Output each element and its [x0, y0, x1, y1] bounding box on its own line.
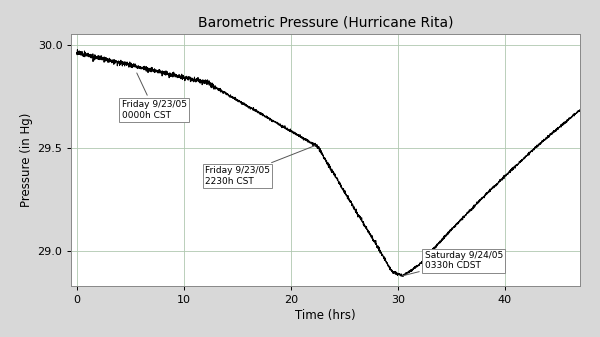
Y-axis label: Pressure (in Hg): Pressure (in Hg) [20, 113, 34, 207]
Text: Friday 9/23/05
2230h CST: Friday 9/23/05 2230h CST [205, 146, 315, 186]
Title: Barometric Pressure (Hurricane Rita): Barometric Pressure (Hurricane Rita) [198, 15, 453, 29]
Text: Friday 9/23/05
0000h CST: Friday 9/23/05 0000h CST [122, 73, 187, 120]
X-axis label: Time (hrs): Time (hrs) [295, 309, 356, 322]
Text: Saturday 9/24/05
0330h CDST: Saturday 9/24/05 0330h CDST [403, 251, 503, 276]
